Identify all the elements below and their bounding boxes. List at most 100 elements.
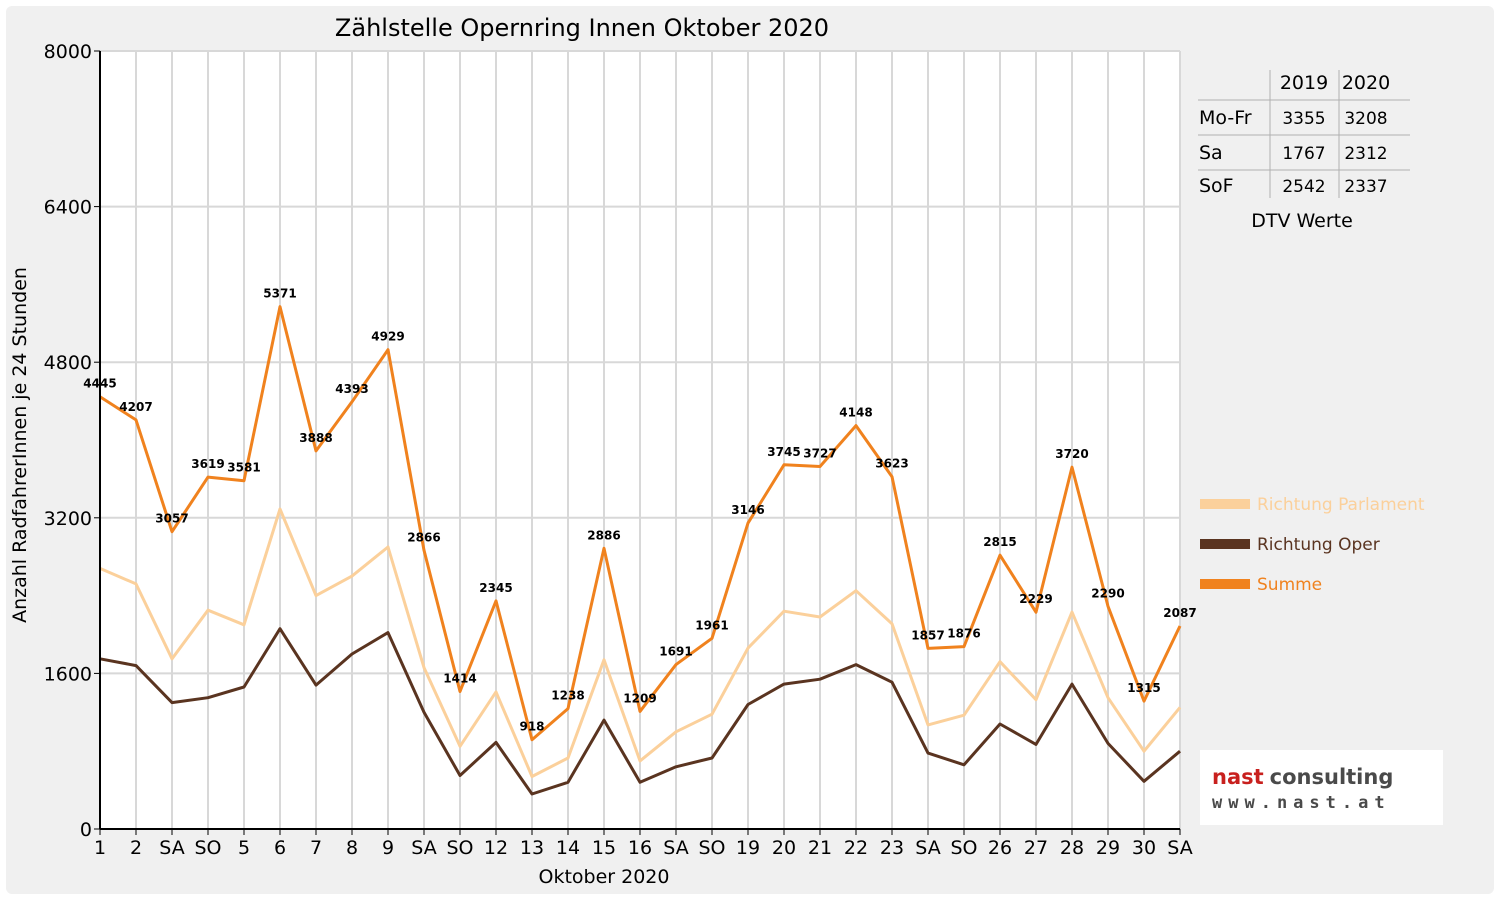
x-tick-label: SA [915,837,940,859]
x-tick-label: 26 [988,837,1012,859]
x-tick-label: 15 [592,837,616,859]
data-label: 3720 [1055,447,1088,461]
data-label: 1961 [695,618,728,632]
x-tick-label: 6 [274,837,286,859]
data-label: 1691 [659,645,692,659]
x-tick-label: 20 [772,837,796,859]
y-tick-label: 1600 [44,663,92,685]
table-cell: 3355 [1282,109,1325,129]
series-layer [99,305,1182,796]
y-tick-label: 8000 [44,41,92,63]
series-line-summe [99,305,1182,742]
legend: Richtung Parlament Richtung Oper Summe [1200,495,1425,595]
horizontal-gridlines [100,50,1180,675]
table-cell: 2312 [1344,144,1387,164]
data-label: 1315 [1127,681,1160,695]
legend-label-parlament: Richtung Parlament [1257,495,1425,515]
logo-url: www.nast.at [1212,793,1391,813]
data-label: 3888 [299,431,332,445]
x-tick-label: 29 [1096,837,1120,859]
legend-swatch-summe [1200,579,1250,589]
table-caption: DTV Werte [1251,210,1353,232]
data-label: 4207 [119,400,152,414]
x-tick-label: SA [663,837,688,859]
data-label: 2345 [479,581,512,595]
x-tick-label: 9 [382,837,394,859]
logo: nast consulting www.nast.at [1200,750,1443,825]
data-label: 1876 [947,627,980,641]
chart-frame: 4445420730573619358153713888439349292866… [6,6,1494,894]
x-tick-label: 23 [880,837,904,859]
table-header-2020: 2020 [1342,72,1390,94]
x-tick-label: SA [159,837,184,859]
data-label: 5371 [263,287,296,301]
x-tick-label: SA [1167,837,1192,859]
x-tick-label: 28 [1060,837,1084,859]
x-axis-title: Oktober 2020 [539,866,670,888]
data-label: 918 [519,720,544,734]
dtv-table: 2019 2020 Mo-Fr 3355 3208 Sa 1767 2312 S… [1198,70,1410,232]
x-tick-label: SO [698,837,725,859]
table-header-2019: 2019 [1280,72,1328,94]
chart-title: Zählstelle Opernring Innen Oktober 2020 [335,14,829,42]
table-row-label: Mo-Fr [1199,107,1252,129]
x-tick-label: 12 [484,837,508,859]
data-label: 3727 [803,447,836,461]
legend-swatch-oper [1200,539,1250,549]
logo-box [1200,750,1443,825]
x-tick-label: SO [950,837,977,859]
x-tick-labels: 1 2 SA SO 5 6 7 8 9 SA SO 12 13 14 15 16 SA SO 19 20 21 22 23 S… [94,829,1193,859]
data-label: 2866 [407,530,440,544]
x-tick-label: 13 [520,837,544,859]
table-row-label: SoF [1199,175,1234,197]
data-labels: 4445420730573619358153713888439349292866… [83,287,1196,734]
x-tick-label: 14 [556,837,580,859]
data-label: 1209 [623,691,656,705]
data-label: 1857 [911,628,944,642]
x-tick-label: 19 [736,837,760,859]
x-tick-label: SA [411,837,436,859]
x-tick-label: 8 [346,837,358,859]
x-tick-label: 5 [238,837,250,859]
data-label: 2229 [1019,592,1052,606]
y-tick-label: 4800 [44,352,92,374]
legend-label-oper: Richtung Oper [1257,535,1380,555]
table-cell: 1767 [1282,144,1325,164]
y-axis-title: Anzahl RadfahrerInnen je 24 Stunden [9,267,31,623]
x-tick-label: 27 [1024,837,1048,859]
logo-name: nast consulting [1212,765,1393,789]
x-tick-label: 1 [94,837,106,859]
series-line-oper [99,627,1181,796]
line-chart: 4445420730573619358153713888439349292866… [9,14,1443,888]
data-label: 3745 [767,445,800,459]
data-label: 1414 [443,671,476,685]
x-tick-label: SO [194,837,221,859]
legend-label-summe: Summe [1257,575,1322,595]
data-label: 4929 [371,330,404,344]
data-label: 4148 [839,406,872,420]
data-label: 2087 [1163,606,1196,620]
legend-swatch-parlament [1200,499,1250,509]
y-tick-label: 6400 [44,197,92,219]
data-label: 4393 [335,382,368,396]
x-tick-label: 30 [1132,837,1156,859]
y-tick-labels: 0 1600 3200 4800 6400 8000 [44,41,100,841]
data-label: 3581 [227,461,260,475]
x-tick-label: 2 [130,837,142,859]
x-tick-label: 7 [310,837,322,859]
y-tick-label: 3200 [44,508,92,530]
data-label: 3146 [731,503,764,517]
x-tick-label: 16 [628,837,652,859]
x-tick-label: 22 [844,837,868,859]
table-row-label: Sa [1199,142,1223,164]
data-label: 2886 [587,528,620,542]
x-tick-label: SO [446,837,473,859]
table-cell: 2542 [1282,177,1325,197]
table-cell: 2337 [1344,177,1387,197]
data-label: 3623 [875,457,908,471]
data-label: 2290 [1091,586,1124,600]
data-label: 2815 [983,535,1016,549]
data-label: 3619 [191,457,224,471]
x-tick-label: 21 [808,837,832,859]
table-cell: 3208 [1344,109,1387,129]
